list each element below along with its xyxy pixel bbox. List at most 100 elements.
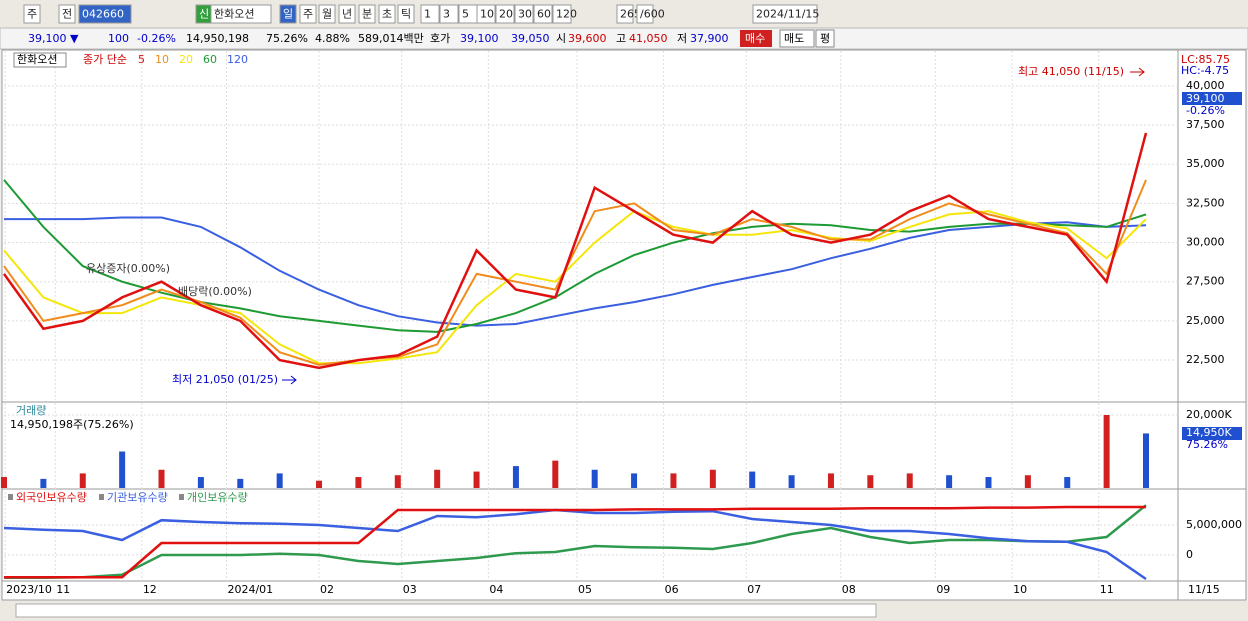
volume-bar: [119, 451, 126, 488]
x-tick-label: 07: [747, 583, 761, 596]
toolbar-button[interactable]: [495, 4, 515, 24]
toolbar-button[interactable]: [299, 4, 317, 24]
price-tag: [1182, 92, 1242, 105]
arrow: [282, 375, 297, 385]
toolbar-button[interactable]: [338, 4, 356, 24]
legend-entry: 기관보유수량: [107, 491, 168, 504]
right-label: HC:-4.75: [1181, 64, 1229, 77]
toolbar-button[interactable]: [279, 4, 297, 24]
toolbar-button[interactable]: [533, 4, 553, 24]
right-label: 39,100: [1186, 92, 1225, 105]
toolbar-button[interactable]: [616, 4, 634, 24]
toolbar-label[interactable]: 일: [283, 7, 293, 21]
toolbar-label[interactable]: 5: [462, 8, 469, 21]
toolbar-label[interactable]: 년: [342, 8, 352, 21]
quote-bar: [0, 27, 1248, 50]
toolbar-label[interactable]: 042660: [82, 8, 124, 21]
toolbar-button[interactable]: [23, 4, 41, 24]
volume-bar: [276, 473, 283, 488]
toolbar-label[interactable]: 265: [620, 8, 641, 21]
quote-bid: 39,050: [511, 32, 550, 45]
toolbar-button[interactable]: [552, 4, 572, 24]
legend-entry: 20: [179, 53, 193, 66]
volume-bar: [985, 477, 992, 488]
toolbar-label[interactable]: 10: [480, 8, 494, 21]
toolbar-label[interactable]: 한화오션: [214, 8, 254, 21]
toolbar-label[interactable]: 3: [443, 8, 450, 21]
toolbar-label[interactable]: 60: [537, 8, 551, 21]
toolbar-button[interactable]: [752, 4, 818, 24]
legend-prefix: 종가 단순: [83, 53, 127, 66]
toolbar-button[interactable]: [397, 4, 415, 24]
toolbar-label[interactable]: 주: [303, 8, 313, 21]
legend-entry: 60: [203, 53, 217, 66]
toolbar-label[interactable]: 전: [62, 8, 72, 21]
volume-bar: [946, 475, 953, 488]
toolbar-label[interactable]: 틱: [401, 8, 411, 21]
series-line: [2, 132, 1148, 370]
toolbar-button[interactable]: [476, 4, 496, 24]
quote-rate: -0.26%: [137, 32, 176, 45]
volume-bar: [906, 473, 913, 488]
toolbar-button[interactable]: [636, 4, 654, 24]
legend-entry: 5: [138, 53, 145, 66]
volume-current: 14,950K: [1186, 426, 1232, 439]
volume-bar: [749, 471, 756, 488]
x-tick-label: 11: [1100, 583, 1114, 596]
series-line: [4, 505, 1146, 579]
y-tick-label: 30,000: [1186, 236, 1225, 249]
quote-high: 41,050: [629, 32, 668, 45]
toolbar-button[interactable]: [210, 4, 272, 24]
scroll-thumb[interactable]: [15, 603, 877, 618]
toolbar-button[interactable]: [358, 4, 376, 24]
x-tick-label: 10: [1013, 583, 1027, 596]
toolbar-button[interactable]: [78, 4, 132, 24]
toolbar-label[interactable]: 분: [362, 8, 372, 21]
x-tick-label: 12: [143, 583, 157, 596]
toolbar-label[interactable]: 신: [199, 8, 209, 21]
avg-button[interactable]: [815, 29, 835, 48]
toolbar-button[interactable]: [420, 4, 440, 24]
x-tick-label: 08: [842, 583, 856, 596]
panel-subtitle: 14,950,198주(75.26%): [10, 418, 134, 431]
toolbar-button[interactable]: [58, 4, 76, 24]
buy-button[interactable]: [740, 30, 772, 47]
toolbar-button[interactable]: [439, 4, 459, 24]
sell-button[interactable]: [779, 29, 815, 48]
y-tick-label: 20,000K: [1186, 408, 1232, 421]
annotation: 배당락(0.00%): [178, 285, 252, 298]
x-last-date: 11/15: [1188, 583, 1220, 596]
toolbar-label[interactable]: 1: [424, 8, 431, 21]
quote-vol-rate: 75.26%: [266, 32, 308, 45]
panel-title: 거래량: [16, 404, 46, 417]
series-line: [4, 504, 1147, 580]
quote-sell[interactable]: 매도: [784, 32, 804, 45]
toolbar-label[interactable]: 월: [322, 8, 332, 21]
toolbar-label[interactable]: 초: [382, 8, 392, 21]
toolbar-label[interactable]: 2024/11/15: [756, 8, 819, 21]
legend-swatch: [179, 494, 184, 500]
toolbar-label[interactable]: 30: [518, 8, 532, 21]
quote-avg[interactable]: 평: [820, 32, 830, 45]
y-tick-label: 27,500: [1186, 275, 1225, 288]
toolbar-label[interactable]: 주: [27, 8, 37, 21]
quote-price: 39,100 ▼: [28, 32, 79, 45]
quote-ask-label: 호가: [430, 32, 450, 45]
toolbar-button[interactable]: [378, 4, 396, 24]
toolbar-button[interactable]: [514, 4, 534, 24]
x-tick-label: 2024/01: [227, 583, 273, 596]
toolbar-button[interactable]: [318, 4, 336, 24]
volume-bar: [631, 473, 638, 488]
quote-volume: 14,950,198: [186, 32, 249, 45]
volume-bar: [394, 475, 401, 488]
volume-bar: [867, 475, 874, 488]
toolbar-label[interactable]: /600: [640, 8, 665, 21]
legend-entry: 개인보유수량: [187, 491, 248, 504]
quote-change: 100: [108, 32, 129, 45]
legend-box: [13, 52, 67, 68]
toolbar-label[interactable]: 120: [556, 8, 577, 21]
toolbar-label[interactable]: 20: [499, 8, 513, 21]
quote-buy[interactable]: 매수: [745, 32, 765, 45]
series-line: [4, 216, 1147, 327]
